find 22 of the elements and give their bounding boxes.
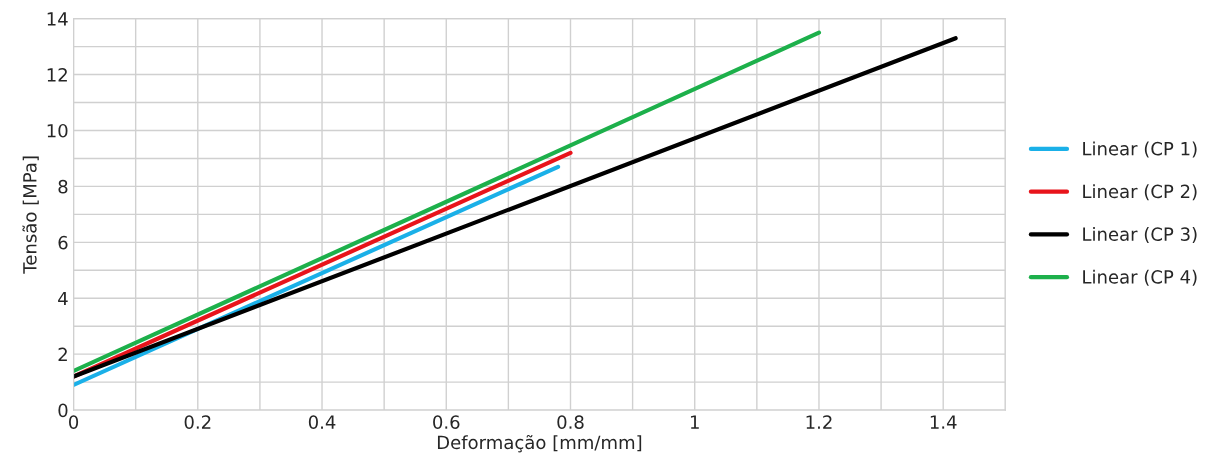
y-tick-label: 14	[47, 12, 68, 26]
x-tick-label: 0.8	[557, 415, 584, 429]
y-tick-label: 4	[58, 291, 68, 306]
legend-label: Linear (CP 3)	[1083, 227, 1197, 244]
x-tick-label: 1	[690, 415, 699, 429]
x-tick-label: 1.2	[806, 415, 832, 429]
x-tick-label: 0.4	[308, 415, 336, 429]
y-tick-label: 2	[58, 347, 67, 362]
legend-label: Linear (CP 2)	[1083, 184, 1197, 201]
legend-label: Linear (CP 4)	[1083, 269, 1197, 286]
x-tick-label: 1.4	[930, 415, 957, 429]
y-tick-label: 0	[58, 403, 68, 418]
x-tick-label: 0.2	[184, 415, 211, 429]
x-tick-label: 0	[69, 415, 79, 429]
y-tick-label: 10	[47, 123, 68, 138]
y-tick-label: 6	[58, 235, 68, 250]
y-tick-label: 8	[58, 179, 68, 194]
y-tick-label: 12	[47, 68, 67, 82]
x-tick-label: 0.6	[433, 415, 460, 429]
legend-label: Linear (CP 1)	[1083, 141, 1197, 158]
y-axis-title: Tensão [MPa]	[22, 156, 39, 274]
x-axis-title: Deformação [mm/mm]	[437, 434, 642, 453]
